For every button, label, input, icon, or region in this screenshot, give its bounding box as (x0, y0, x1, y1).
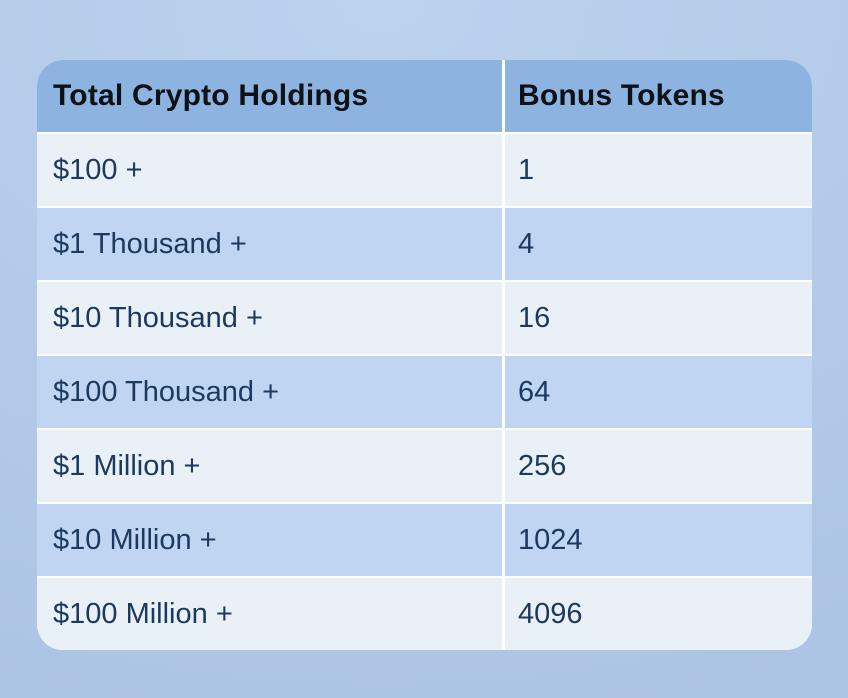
tokens-cell: 4096 (505, 578, 812, 650)
tokens-cell: 4 (505, 208, 812, 280)
column-header-bonus-tokens: Bonus Tokens (505, 60, 812, 132)
column-header-total-crypto-holdings: Total Crypto Holdings (37, 60, 502, 132)
tokens-cell: 64 (505, 356, 812, 428)
holdings-cell: $1 Thousand + (37, 208, 502, 280)
holdings-cell: $100 + (37, 134, 502, 206)
tokens-cell: 1 (505, 134, 812, 206)
tokens-cell: 256 (505, 430, 812, 502)
tokens-cell: 16 (505, 282, 812, 354)
holdings-cell: $10 Million + (37, 504, 502, 576)
holdings-cell: $100 Thousand + (37, 356, 502, 428)
holdings-cell: $1 Million + (37, 430, 502, 502)
crypto-bonus-table: Total Crypto Holdings Bonus Tokens $100 … (37, 60, 812, 650)
holdings-cell: $100 Million + (37, 578, 502, 650)
holdings-cell: $10 Thousand + (37, 282, 502, 354)
tokens-cell: 1024 (505, 504, 812, 576)
